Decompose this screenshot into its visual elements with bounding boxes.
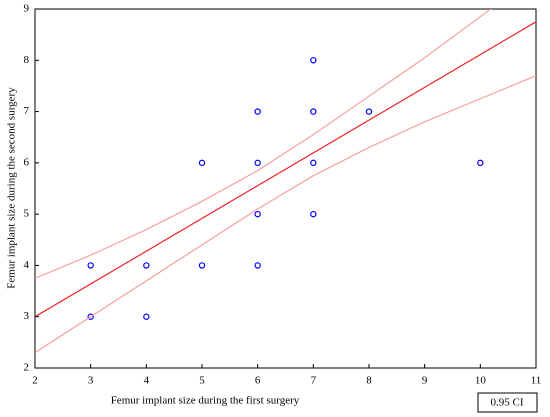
legend-text: 0.95 CI bbox=[491, 397, 524, 409]
line bbox=[35, 21, 536, 318]
data-point bbox=[310, 210, 317, 218]
x-tick-label: 8 bbox=[366, 375, 372, 387]
x-tick-label: 2 bbox=[32, 375, 38, 387]
x-tick-label: 11 bbox=[531, 375, 542, 387]
plot-frame bbox=[34, 8, 537, 369]
x-tick-label: 10 bbox=[475, 375, 487, 387]
y-tick-label: 3 bbox=[24, 310, 30, 322]
data-point bbox=[365, 108, 373, 115]
data-point bbox=[310, 159, 317, 167]
data-point bbox=[198, 159, 206, 167]
data-point bbox=[254, 262, 261, 269]
data-point bbox=[254, 108, 261, 115]
line bbox=[35, 9, 492, 279]
x-axis-label: Femur implant size during the first surg… bbox=[111, 395, 300, 407]
data-point bbox=[254, 210, 261, 218]
y-tick-label: 5 bbox=[24, 208, 30, 220]
y-tick-label: 9 bbox=[24, 3, 30, 15]
data-point bbox=[87, 262, 94, 269]
x-tick-label: 7 bbox=[311, 375, 317, 387]
line bbox=[35, 75, 536, 354]
data-point bbox=[198, 262, 206, 269]
data-point bbox=[310, 57, 317, 64]
plot-area bbox=[35, 9, 536, 354]
y-tick-label: 2 bbox=[24, 362, 30, 374]
data-point bbox=[143, 262, 150, 269]
data-point bbox=[87, 313, 94, 320]
data-point bbox=[254, 159, 261, 167]
x-tick-label: 3 bbox=[88, 375, 94, 387]
data-point bbox=[143, 313, 150, 320]
x-tick-label: 4 bbox=[144, 375, 150, 387]
data-point bbox=[310, 108, 317, 115]
legend-box bbox=[477, 392, 538, 413]
y-tick-label: 6 bbox=[24, 156, 30, 168]
data-point bbox=[477, 159, 484, 167]
y-tick-label: 8 bbox=[24, 54, 30, 66]
x-tick-label: 6 bbox=[255, 375, 261, 387]
y-axis-label: Femur implant size during the second sur… bbox=[6, 87, 18, 289]
y-tick-label: 7 bbox=[24, 105, 30, 117]
x-tick-label: 5 bbox=[199, 375, 205, 387]
x-tick-label: 9 bbox=[422, 375, 428, 387]
y-tick-label: 4 bbox=[24, 259, 30, 271]
